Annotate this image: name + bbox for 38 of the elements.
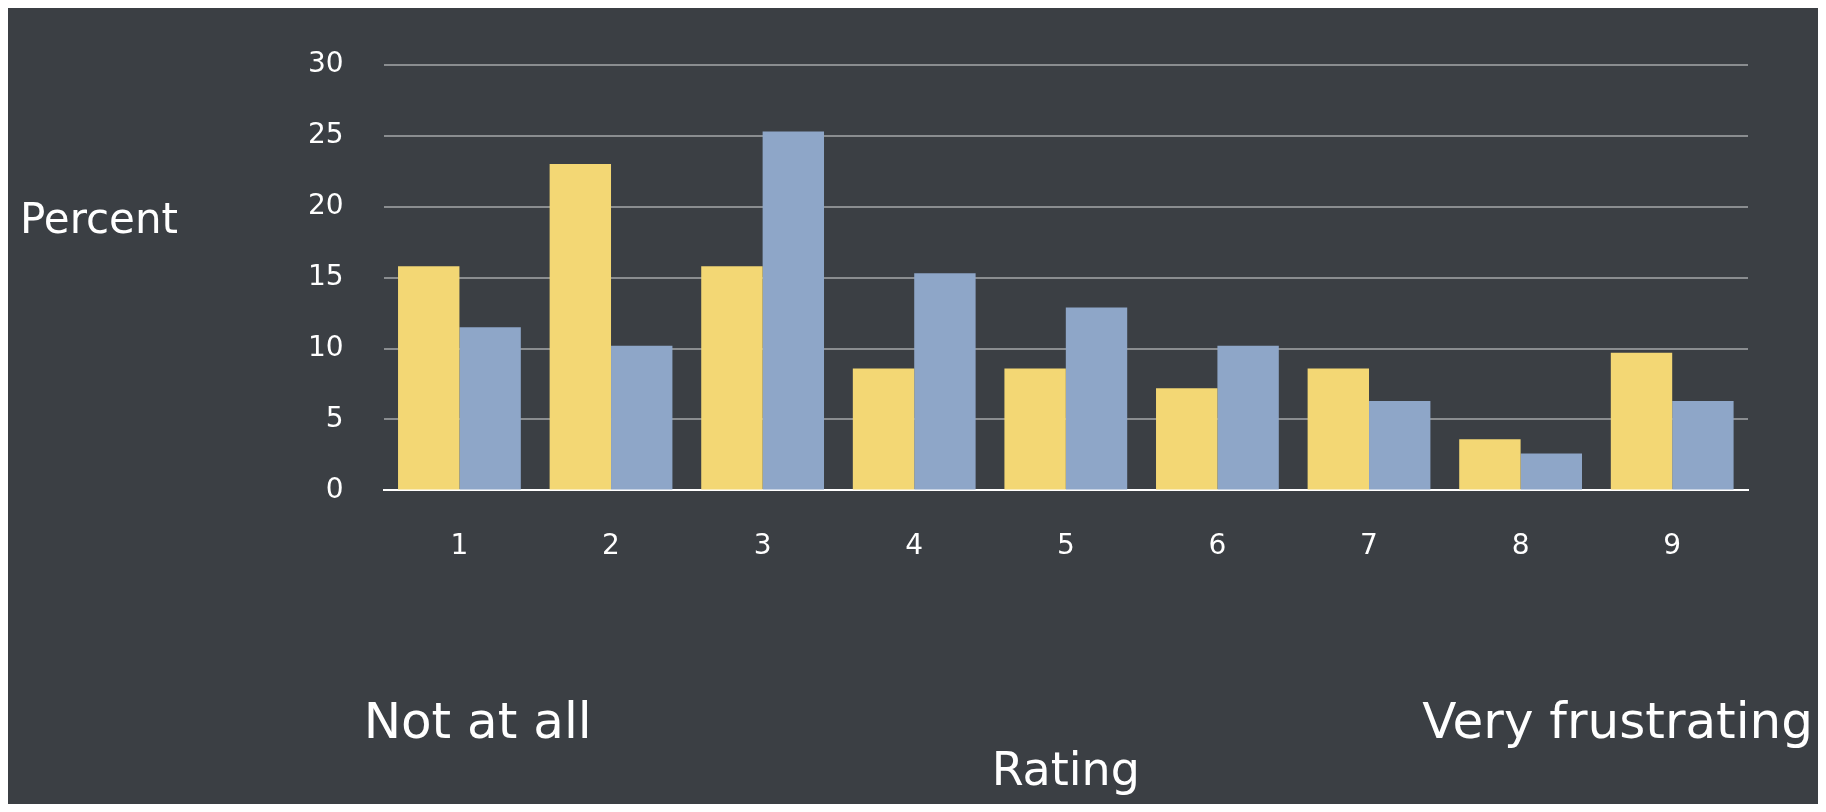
- y-tick-label: 15: [307, 258, 344, 292]
- bar: [1307, 368, 1370, 490]
- y-tick-label: 20: [307, 187, 344, 221]
- y-tick-label: 5: [325, 400, 344, 434]
- bar: [914, 273, 976, 490]
- x-tick-label: 4: [905, 528, 924, 562]
- bar: [1520, 453, 1582, 490]
- bar: [701, 266, 763, 490]
- x-tick-label: 1: [450, 528, 469, 562]
- bar: [1369, 401, 1431, 490]
- x-tick-label: 3: [753, 528, 772, 562]
- y-tick-label: 25: [307, 117, 344, 151]
- x-tick-label: 6: [1208, 528, 1227, 562]
- bar: [1065, 307, 1128, 490]
- x-tick-label: 2: [602, 528, 620, 562]
- x-axis-title: Rating: [991, 741, 1140, 796]
- text: Very frustrating: [1422, 691, 1813, 750]
- bar: [1217, 345, 1279, 490]
- x-tick-label: 8: [1511, 528, 1530, 562]
- bar: [611, 345, 673, 490]
- bar: [852, 368, 915, 490]
- bar: [1610, 352, 1673, 490]
- text: Not at all: [363, 691, 592, 750]
- x-tick-label: 9: [1663, 528, 1682, 562]
- bar: [1672, 401, 1734, 490]
- y-tick-label: 0: [325, 471, 344, 505]
- y-tick-label: 10: [307, 329, 344, 363]
- bar: [1004, 368, 1066, 490]
- bar: [1156, 388, 1218, 490]
- bar: [459, 327, 521, 490]
- y-axis-title: Percent: [20, 194, 179, 244]
- bar: [398, 266, 460, 490]
- bar: [762, 131, 825, 490]
- bar: [549, 164, 612, 490]
- bar: [1459, 439, 1521, 490]
- x-tick-label: 5: [1056, 528, 1075, 562]
- y-tick-label: 30: [307, 46, 344, 80]
- x-tick-label: 7: [1360, 528, 1378, 562]
